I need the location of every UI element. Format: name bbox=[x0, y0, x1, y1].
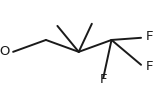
Text: F: F bbox=[146, 60, 154, 73]
Text: HO: HO bbox=[0, 45, 11, 58]
Text: F: F bbox=[146, 30, 154, 43]
Text: F: F bbox=[100, 73, 107, 86]
